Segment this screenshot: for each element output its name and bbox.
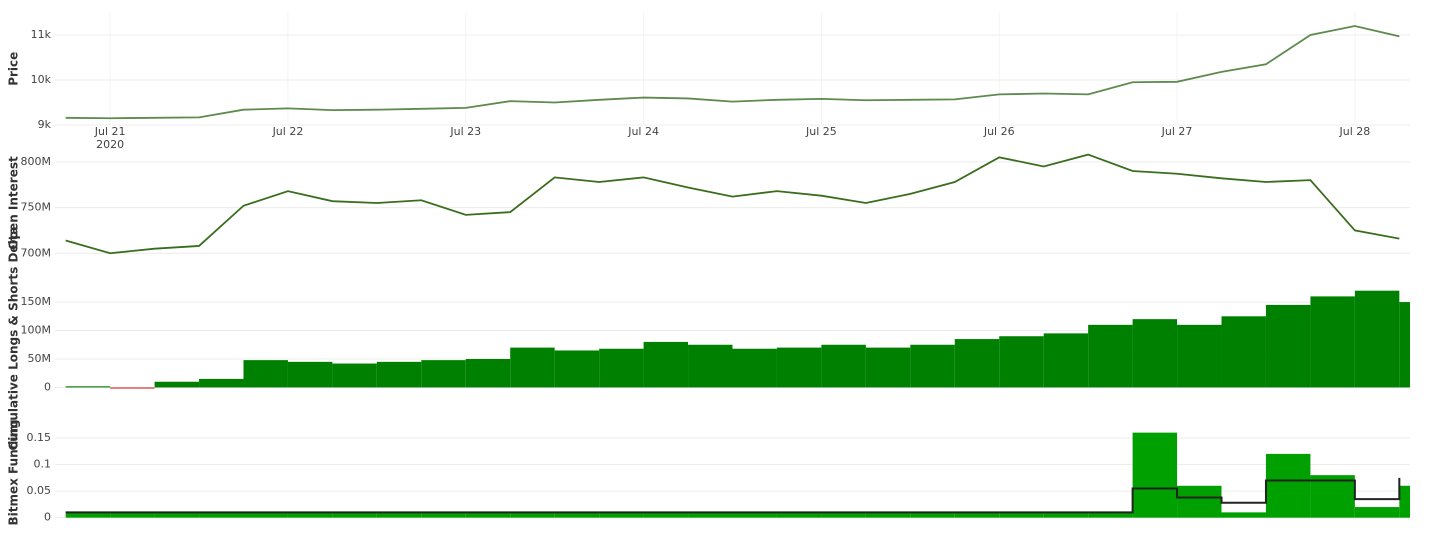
area-segment	[421, 360, 466, 388]
y-axis-title: Price	[7, 52, 21, 86]
area-segment	[465, 358, 511, 388]
area-segment	[865, 512, 911, 518]
area-segment	[688, 512, 733, 518]
area-segment	[376, 512, 422, 518]
area-segment	[1310, 296, 1355, 388]
area-segment	[1354, 290, 1400, 388]
series-line	[65, 25, 1400, 120]
area-segment	[1132, 432, 1178, 518]
y-axis-title: Bitmex Funding	[7, 419, 21, 525]
area-segment	[1354, 507, 1400, 518]
area-segment	[643, 512, 689, 518]
area-segment	[243, 512, 288, 518]
series-line	[65, 153, 1400, 255]
area-segment	[1265, 453, 1311, 518]
area-segment	[999, 336, 1044, 388]
area-segment	[732, 348, 777, 388]
area-segment	[865, 347, 911, 388]
area-segment	[821, 512, 866, 518]
area-segment	[510, 512, 555, 518]
area-segment	[65, 386, 111, 388]
y-tick-label: 0.05	[27, 484, 52, 497]
y-tick-label: 10k	[31, 73, 52, 86]
area-segment	[110, 387, 155, 389]
area-segment	[554, 350, 600, 388]
area-segment	[643, 341, 689, 388]
area-segment	[1399, 302, 1410, 388]
area-segment	[110, 512, 155, 518]
x-tick-label: Jul 21	[94, 125, 126, 138]
area-segment	[199, 378, 244, 388]
area-segment	[1088, 324, 1133, 388]
y-tick-label: 50M	[28, 352, 52, 365]
area-segment	[510, 347, 555, 388]
area-segment	[954, 512, 1000, 518]
y-tick-label: 100M	[21, 324, 52, 337]
area-segment	[910, 512, 955, 518]
area-segment	[65, 512, 111, 518]
area-segment	[1310, 475, 1355, 518]
y-axis-title: Cumulative Longs & Shorts Delta	[7, 226, 21, 450]
y-tick-label: 9k	[38, 118, 52, 131]
y-tick-label: 11k	[31, 28, 52, 41]
area-segment	[465, 512, 511, 518]
x-tick-label: Jul 27	[1161, 125, 1193, 138]
area-segment	[1265, 304, 1311, 388]
area-segment	[332, 512, 377, 518]
area-segment	[1043, 333, 1089, 388]
y-tick-label: 0.15	[27, 431, 52, 444]
y-tick-label: 800M	[21, 155, 52, 168]
area-segment	[599, 512, 644, 518]
area-segment	[332, 363, 377, 388]
x-tick-label: Jul 28	[1338, 125, 1370, 138]
y-tick-label: 150M	[21, 295, 52, 308]
area-segment	[1399, 485, 1410, 518]
y-tick-label: 0	[44, 511, 51, 524]
area-segment	[1221, 512, 1266, 518]
area-segment	[688, 344, 733, 388]
area-segment	[1177, 324, 1222, 388]
area-segment	[154, 512, 200, 518]
y-tick-label: 700M	[21, 246, 52, 259]
area-segment	[154, 381, 200, 388]
x-year-label: 2020	[96, 138, 124, 151]
area-segment	[1177, 485, 1222, 518]
series-line	[65, 477, 1401, 514]
area-segment	[1221, 316, 1266, 388]
y-tick-label: 0.1	[34, 458, 52, 471]
area-segment	[199, 512, 244, 518]
area-segment	[421, 512, 466, 518]
area-segment	[821, 344, 866, 388]
area-segment	[732, 512, 777, 518]
area-segment	[287, 361, 333, 388]
area-segment	[287, 512, 333, 518]
y-tick-label: 750M	[21, 201, 52, 214]
x-tick-label: Jul 25	[805, 125, 837, 138]
area-segment	[1088, 512, 1133, 518]
area-segment	[243, 360, 288, 388]
area-segment	[910, 344, 955, 388]
y-axis-title: Open Interest	[7, 156, 21, 250]
y-tick-label: 0	[44, 380, 51, 393]
x-tick-label: Jul 22	[272, 125, 304, 138]
area-segment	[1043, 512, 1089, 518]
area-segment	[776, 512, 822, 518]
area-segment	[376, 361, 422, 388]
area-segment	[954, 339, 1000, 388]
area-segment	[1132, 319, 1178, 388]
area-segment	[554, 512, 600, 518]
area-segment	[999, 512, 1044, 518]
x-tick-label: Jul 26	[983, 125, 1015, 138]
area-segment	[776, 347, 822, 388]
area-segment	[599, 348, 644, 388]
x-tick-label: Jul 24	[627, 125, 659, 138]
x-tick-label: Jul 23	[449, 125, 481, 138]
